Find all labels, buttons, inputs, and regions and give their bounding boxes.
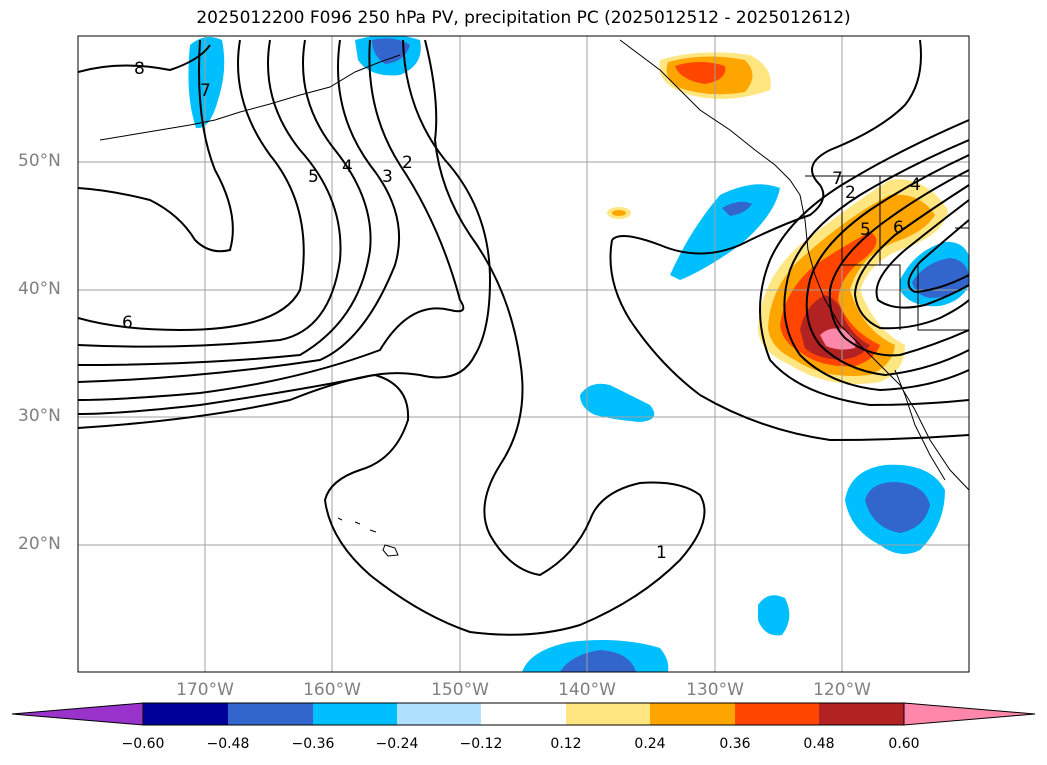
contour-label: 2 — [402, 153, 413, 173]
lon-label: 130°W — [686, 680, 744, 700]
contour-label: 4 — [910, 175, 921, 195]
shade-neg-1 — [188, 36, 225, 129]
contour-label: 3 — [382, 167, 393, 187]
colorbar-tick-label: 0.60 — [888, 736, 920, 752]
lon-label: 120°W — [813, 680, 871, 700]
colorbar-tick-label: −0.12 — [459, 736, 503, 752]
shade-pos-ca-5 — [820, 328, 856, 350]
colorbar-tick-label: 0.36 — [719, 736, 751, 752]
coastlines — [99, 39, 969, 557]
colorbar-swatch — [650, 703, 735, 725]
contour-label: 8 — [134, 59, 145, 79]
map-title: 2025012200 F096 250 hPa PV, precipitatio… — [196, 8, 851, 28]
lon-label: 170°W — [176, 680, 234, 700]
lon-label: 160°W — [303, 680, 361, 700]
shade-pos-ak-3 — [675, 62, 726, 84]
colorbar-swatch — [735, 703, 819, 725]
contour-label: 6 — [122, 313, 133, 333]
colorbar-swatch — [313, 703, 397, 725]
lat-label: 20°N — [18, 534, 61, 554]
contour-label: 5 — [860, 220, 871, 240]
shade-neg-hi — [580, 383, 655, 422]
colorbar-tick-label: −0.48 — [206, 736, 250, 752]
colorbar-tick-label: 0.48 — [803, 736, 835, 752]
colorbar-extend-right — [903, 702, 1036, 726]
colorbar-tick-label: 0.12 — [550, 736, 582, 752]
contour-label: 1 — [656, 543, 667, 563]
colorbar-swatch — [819, 703, 904, 725]
lat-label: 30°N — [18, 406, 61, 426]
contour-label: 4 — [342, 157, 353, 177]
pv-contours — [78, 39, 969, 636]
lon-label: 140°W — [558, 680, 616, 700]
colorbar-extend-left — [11, 702, 144, 726]
colorbar-tick-label: 0.24 — [634, 736, 666, 752]
shade-neg-bottom-core — [560, 650, 636, 672]
colorbar-swatch — [228, 703, 313, 725]
lat-label: 40°N — [18, 279, 61, 299]
lat-label: 50°N — [18, 151, 61, 171]
contour-label: 7 — [200, 81, 211, 101]
colorbar-tick-label: −0.24 — [375, 736, 419, 752]
map-frame — [77, 35, 970, 673]
contour-label: 6 — [893, 218, 904, 238]
colorbar — [11, 702, 1036, 726]
colorbar-swatch — [566, 703, 650, 725]
colorbar-swatch — [397, 703, 481, 725]
shade-neg-nw — [670, 184, 780, 280]
colorbar-tick-label: −0.36 — [291, 736, 335, 752]
contour-labels: 8 7 6 5 4 3 2 1 2 5 6 7 4 — [122, 59, 921, 563]
shade-neg-gb-core — [912, 258, 969, 298]
colorbar-swatch — [481, 703, 566, 725]
colorbar-swatch — [143, 703, 228, 725]
shade-neg-baja-core — [865, 482, 930, 533]
colorbar-tick-label: −0.60 — [121, 736, 165, 752]
lon-label: 150°W — [431, 680, 489, 700]
contour-label: 7 — [832, 169, 843, 189]
shade-neg-3 — [372, 38, 410, 64]
contour-label: 2 — [845, 183, 856, 203]
shade-neg-nw-core — [722, 201, 752, 216]
shade-neg-small-s — [758, 595, 790, 636]
contour-label: 5 — [308, 167, 319, 187]
